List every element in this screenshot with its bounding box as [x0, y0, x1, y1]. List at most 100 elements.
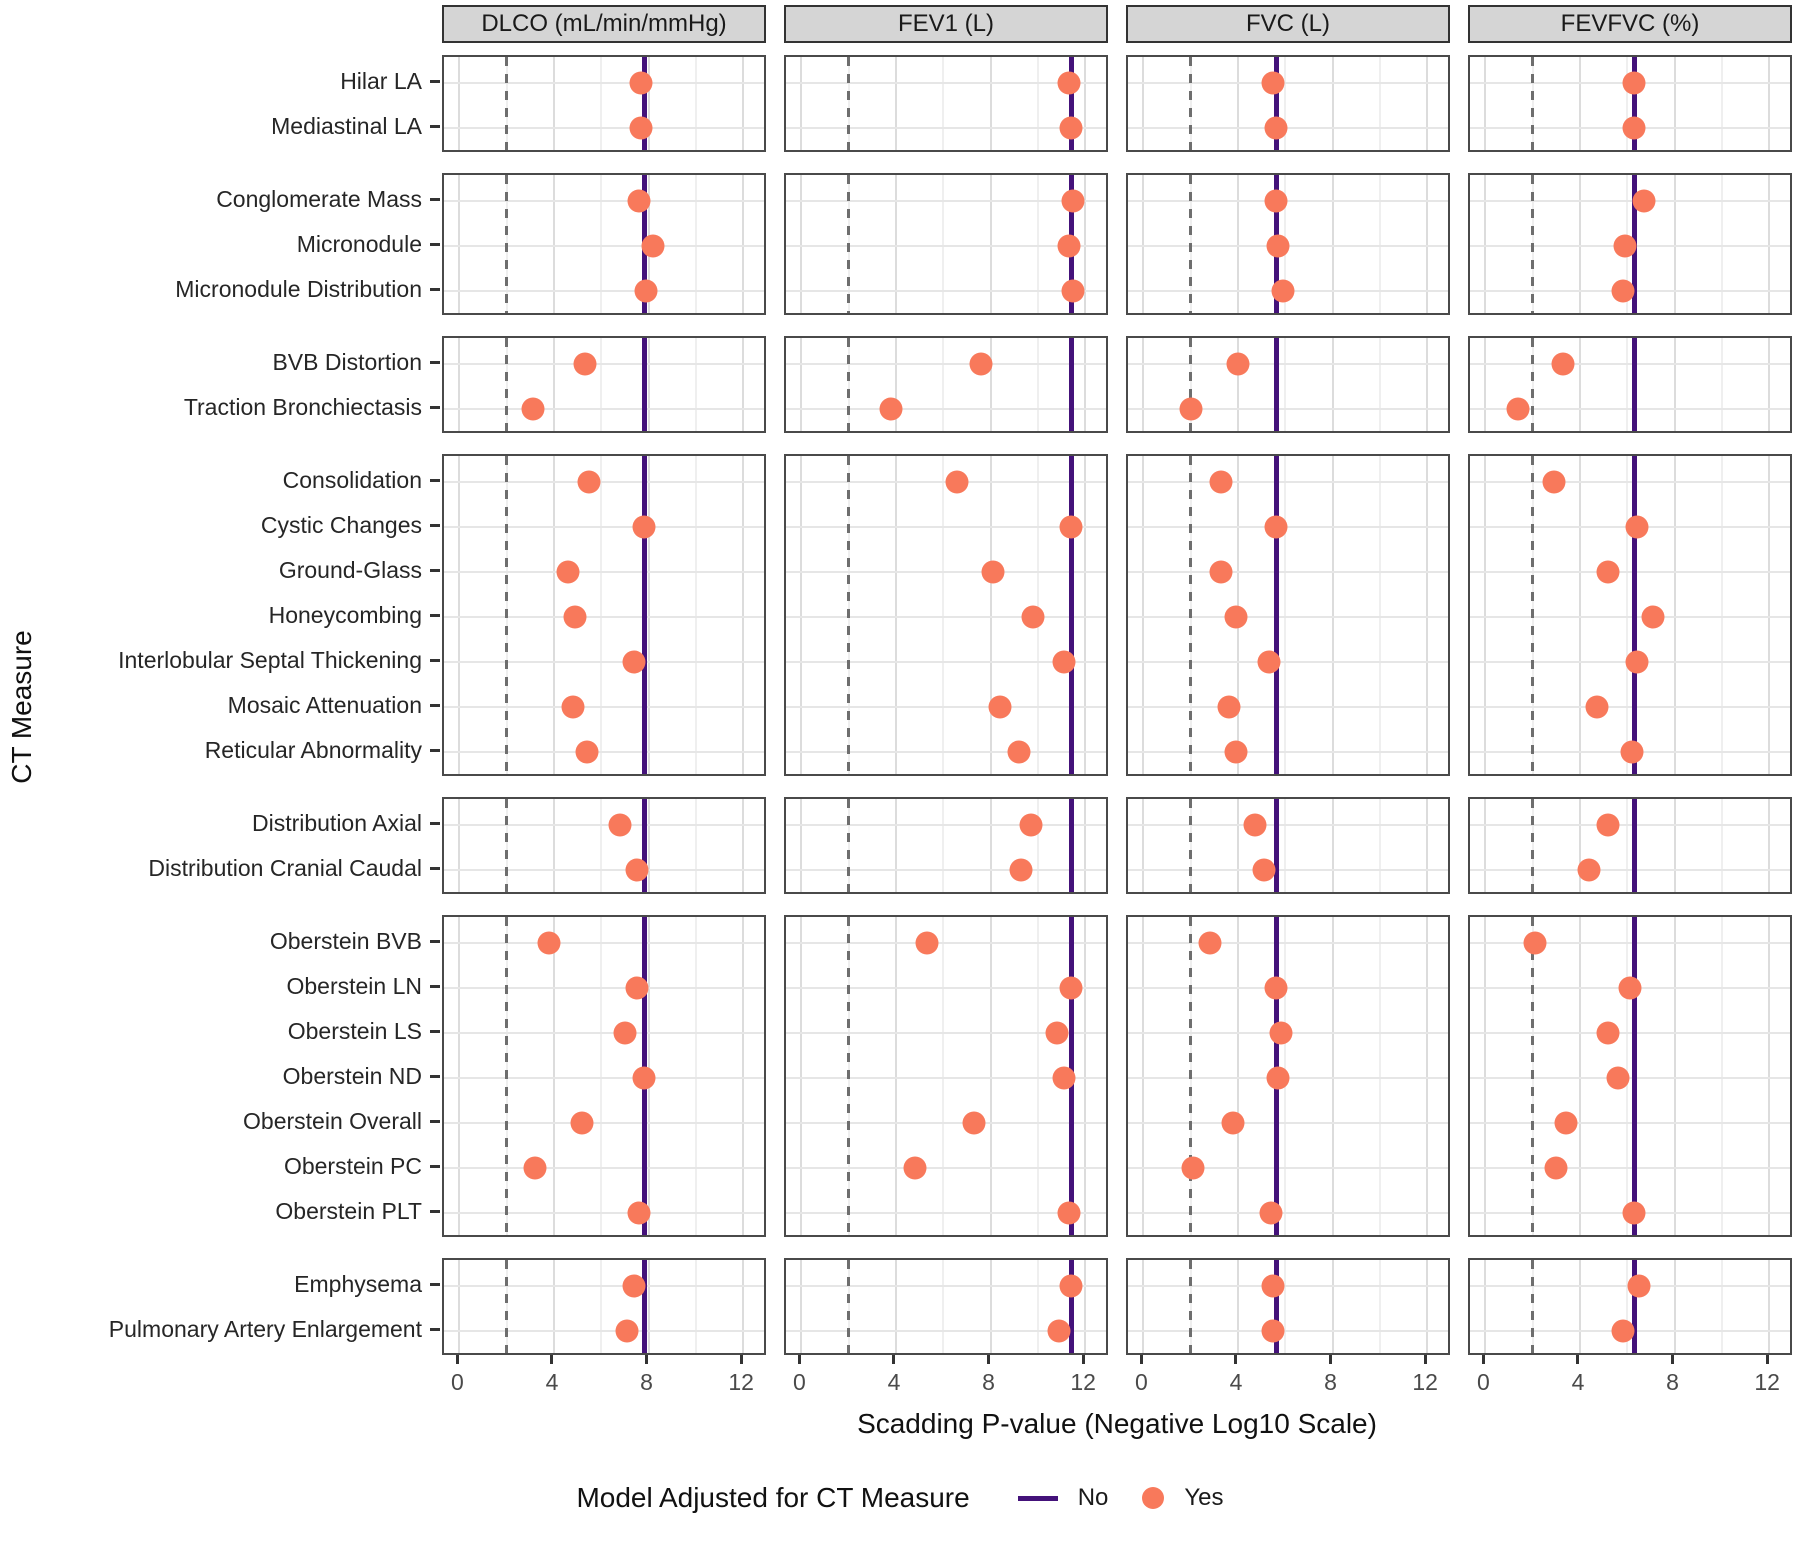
gridline-horizontal: [444, 751, 764, 753]
gridline-vertical: [458, 1260, 461, 1353]
gridline-vertical: [1378, 338, 1381, 431]
adjusted-point: [1059, 976, 1083, 1000]
gridline-vertical: [942, 917, 945, 1235]
gridline-vertical: [1331, 175, 1334, 313]
gridline-horizontal: [1470, 408, 1790, 410]
gridline-horizontal: [1470, 869, 1790, 871]
gridline-vertical: [1036, 57, 1039, 150]
row-label: Oberstein ND: [282, 1063, 422, 1089]
gridline-vertical: [894, 799, 897, 892]
gridline-vertical: [1331, 1260, 1334, 1353]
gridline-horizontal: [444, 1330, 764, 1332]
adjusted-point: [1061, 279, 1085, 303]
adjusted-point: [625, 976, 649, 1000]
adjusted-point: [1261, 1319, 1285, 1343]
legend: Model Adjusted for CT Measure No Yes: [0, 1482, 1800, 1514]
significance-threshold-line: [1189, 1260, 1193, 1353]
significance-threshold-line: [505, 917, 509, 1235]
x-tick-label: 8: [640, 1369, 653, 1395]
x-tick-mark: [455, 1355, 459, 1364]
adjusted-point: [1224, 605, 1248, 629]
gridline-horizontal: [786, 1122, 1106, 1124]
gridline-horizontal: [1128, 661, 1448, 663]
adjusted-point: [563, 605, 587, 629]
significance-threshold-line: [1189, 338, 1193, 431]
gridline-vertical: [552, 175, 555, 313]
gridline-horizontal: [786, 526, 1106, 528]
unadjusted-model-line: [1632, 338, 1638, 431]
adjusted-point: [613, 1021, 637, 1045]
gridline-vertical: [942, 57, 945, 150]
adjusted-point: [915, 931, 939, 955]
x-tick-mark: [1329, 1355, 1333, 1364]
adjusted-point: [1059, 116, 1083, 140]
gridline-vertical: [1484, 799, 1487, 892]
gridline-horizontal: [1128, 526, 1448, 528]
gridline-vertical: [458, 175, 461, 313]
gridline-horizontal: [786, 869, 1106, 871]
gridline-horizontal: [786, 571, 1106, 573]
gridline-horizontal: [444, 661, 764, 663]
row-label: Micronodule: [296, 231, 422, 257]
gridline-vertical: [1626, 338, 1629, 431]
unadjusted-model-line: [1632, 57, 1638, 150]
x-tick-label: 0: [792, 1369, 806, 1395]
unadjusted-model-line: [1273, 456, 1279, 774]
adjusted-point: [1632, 189, 1656, 213]
gridline-vertical: [552, 338, 555, 431]
facet-panel: [1468, 1258, 1792, 1355]
adjusted-point: [1009, 858, 1033, 882]
gridline-vertical: [1673, 338, 1676, 431]
gridline-vertical: [989, 917, 992, 1235]
adjusted-point: [1243, 813, 1267, 837]
gridline-vertical: [1720, 1260, 1723, 1353]
adjusted-point: [1061, 189, 1085, 213]
adjusted-point: [945, 470, 969, 494]
significance-threshold-line: [1531, 917, 1535, 1235]
gridline-vertical: [1626, 1260, 1629, 1353]
adjusted-point: [622, 1274, 646, 1298]
x-tick-label: 0: [450, 1369, 464, 1395]
row-label: BVB Distortion: [272, 349, 422, 375]
facet-strip-header: FEVFVC (%): [1468, 5, 1792, 43]
significance-threshold-line: [847, 917, 851, 1235]
significance-threshold-line: [1189, 456, 1193, 774]
gridline-vertical: [458, 799, 461, 892]
adjusted-point: [1179, 397, 1203, 421]
y-tick-mark: [430, 822, 440, 825]
gridline-vertical: [647, 57, 650, 150]
gridline-vertical: [989, 57, 992, 150]
gridline-vertical: [742, 338, 745, 431]
gridline-horizontal: [1470, 363, 1790, 365]
gridline-vertical: [1084, 1260, 1087, 1353]
gridline-vertical: [1426, 57, 1429, 150]
adjusted-point: [561, 695, 585, 719]
legend-no-label: No: [1077, 1484, 1109, 1511]
row-label: Hilar LA: [340, 68, 422, 94]
gridline-horizontal: [444, 1077, 764, 1079]
adjusted-point: [573, 352, 597, 376]
gridline-vertical: [600, 1260, 603, 1353]
gridline-vertical: [800, 175, 803, 313]
gridline-vertical: [1236, 799, 1239, 892]
x-tick-label: 8: [1666, 1369, 1679, 1395]
legend-yes-label: Yes: [1184, 1484, 1224, 1511]
unadjusted-model-line: [1632, 917, 1638, 1235]
gridline-vertical: [1142, 57, 1145, 150]
gridline-horizontal: [444, 363, 764, 365]
facet-panel: [784, 454, 1108, 776]
gridline-horizontal: [1128, 1285, 1448, 1287]
gridline-vertical: [1768, 1260, 1771, 1353]
y-tick-mark: [430, 1120, 440, 1123]
gridline-vertical: [894, 57, 897, 150]
row-label: Distribution Cranial Caudal: [148, 855, 422, 881]
gridline-horizontal: [1128, 616, 1448, 618]
adjusted-point: [632, 1066, 656, 1090]
y-tick-mark: [430, 243, 440, 246]
significance-threshold-line: [505, 57, 509, 150]
gridline-vertical: [1484, 1260, 1487, 1353]
row-label: Consolidation: [282, 467, 422, 493]
gridline-vertical: [1484, 57, 1487, 150]
adjusted-point: [537, 931, 561, 955]
adjusted-point: [903, 1156, 927, 1180]
